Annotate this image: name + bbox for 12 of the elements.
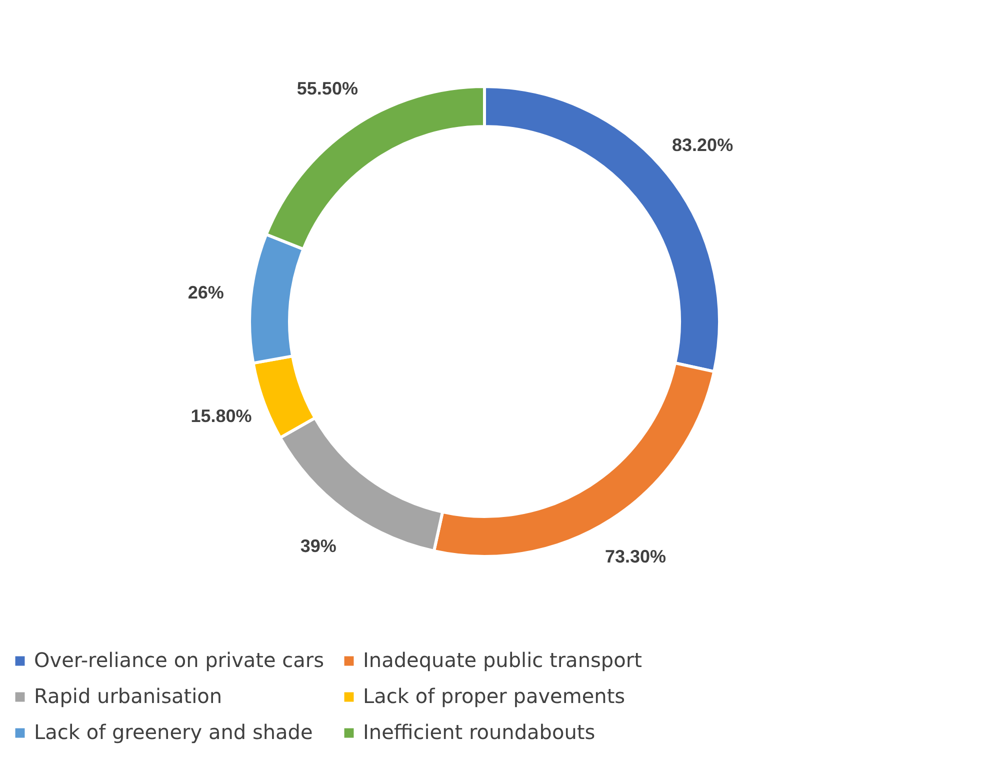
legend-label: Lack of greenery and shade: [34, 720, 313, 744]
data-label: 55.50%: [296, 78, 358, 99]
data-label: 39%: [300, 536, 336, 556]
data-label: 15.80%: [190, 406, 252, 426]
data-label: 83.20%: [672, 134, 734, 155]
legend-label: Inefficient roundabouts: [363, 720, 596, 744]
data-label: 73.30%: [605, 546, 666, 566]
legend-label: Rapid urbanisation: [34, 684, 222, 708]
legend-label: Lack of proper pavements: [363, 684, 626, 708]
legend-label: Inadequate public transport: [363, 648, 642, 672]
data-label: 26%: [188, 282, 224, 302]
legend-label: Over-reliance on private cars: [34, 648, 324, 672]
